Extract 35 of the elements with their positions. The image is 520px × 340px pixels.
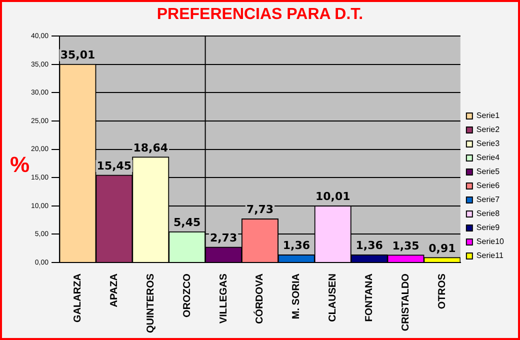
x-tick-label: QUINTEROS <box>145 273 156 334</box>
legend-label: Serie11 <box>476 251 504 260</box>
data-label: 10,01 <box>315 190 350 204</box>
data-label: 5,45 <box>174 216 201 230</box>
data-label: 18,64 <box>133 141 168 154</box>
x-tick-label: CLAUSEN <box>328 274 339 322</box>
x-tick-label: VILLEGAS <box>218 273 230 324</box>
x-tick-label: FONTANA <box>364 274 376 322</box>
x-tick-label: CÓRDOVA <box>254 274 266 324</box>
x-tick-label: M. SORIA <box>291 274 302 320</box>
data-label: 1,36 <box>356 239 384 252</box>
legend-label: Serie2 <box>476 125 500 134</box>
data-label: 0,91 <box>428 242 456 255</box>
legend-label: Serie1 <box>476 111 500 120</box>
data-label: 7,73 <box>246 203 274 216</box>
data-label: 35,01 <box>60 48 96 62</box>
legend-label: Serie10 <box>476 237 505 246</box>
data-label: 15,45 <box>96 159 132 172</box>
x-tick-label: OROZCO <box>182 273 193 318</box>
legend-label: Serie6 <box>476 181 500 190</box>
data-label: 1,36 <box>282 239 310 252</box>
legend-label: Serie7 <box>476 195 500 204</box>
legend-label: Serie5 <box>476 167 500 176</box>
x-tick-label: GALARZA <box>72 274 84 322</box>
chart-title: PREFERENCIAS PARA D.T. <box>156 6 364 24</box>
x-tick-label: OTROS <box>436 273 448 310</box>
x-tick-label: APAZA <box>108 274 120 308</box>
legend-label: Serie9 <box>476 223 500 232</box>
legend-label: Serie4 <box>476 153 500 162</box>
legend-label: Serie8 <box>476 209 500 218</box>
x-tick-label: CRISTALDO <box>400 273 412 332</box>
data-label: 1,35 <box>392 239 420 252</box>
data-label: 2,73 <box>210 231 238 244</box>
y-axis-title: % <box>10 152 30 178</box>
legend-label: Serie3 <box>476 139 500 148</box>
